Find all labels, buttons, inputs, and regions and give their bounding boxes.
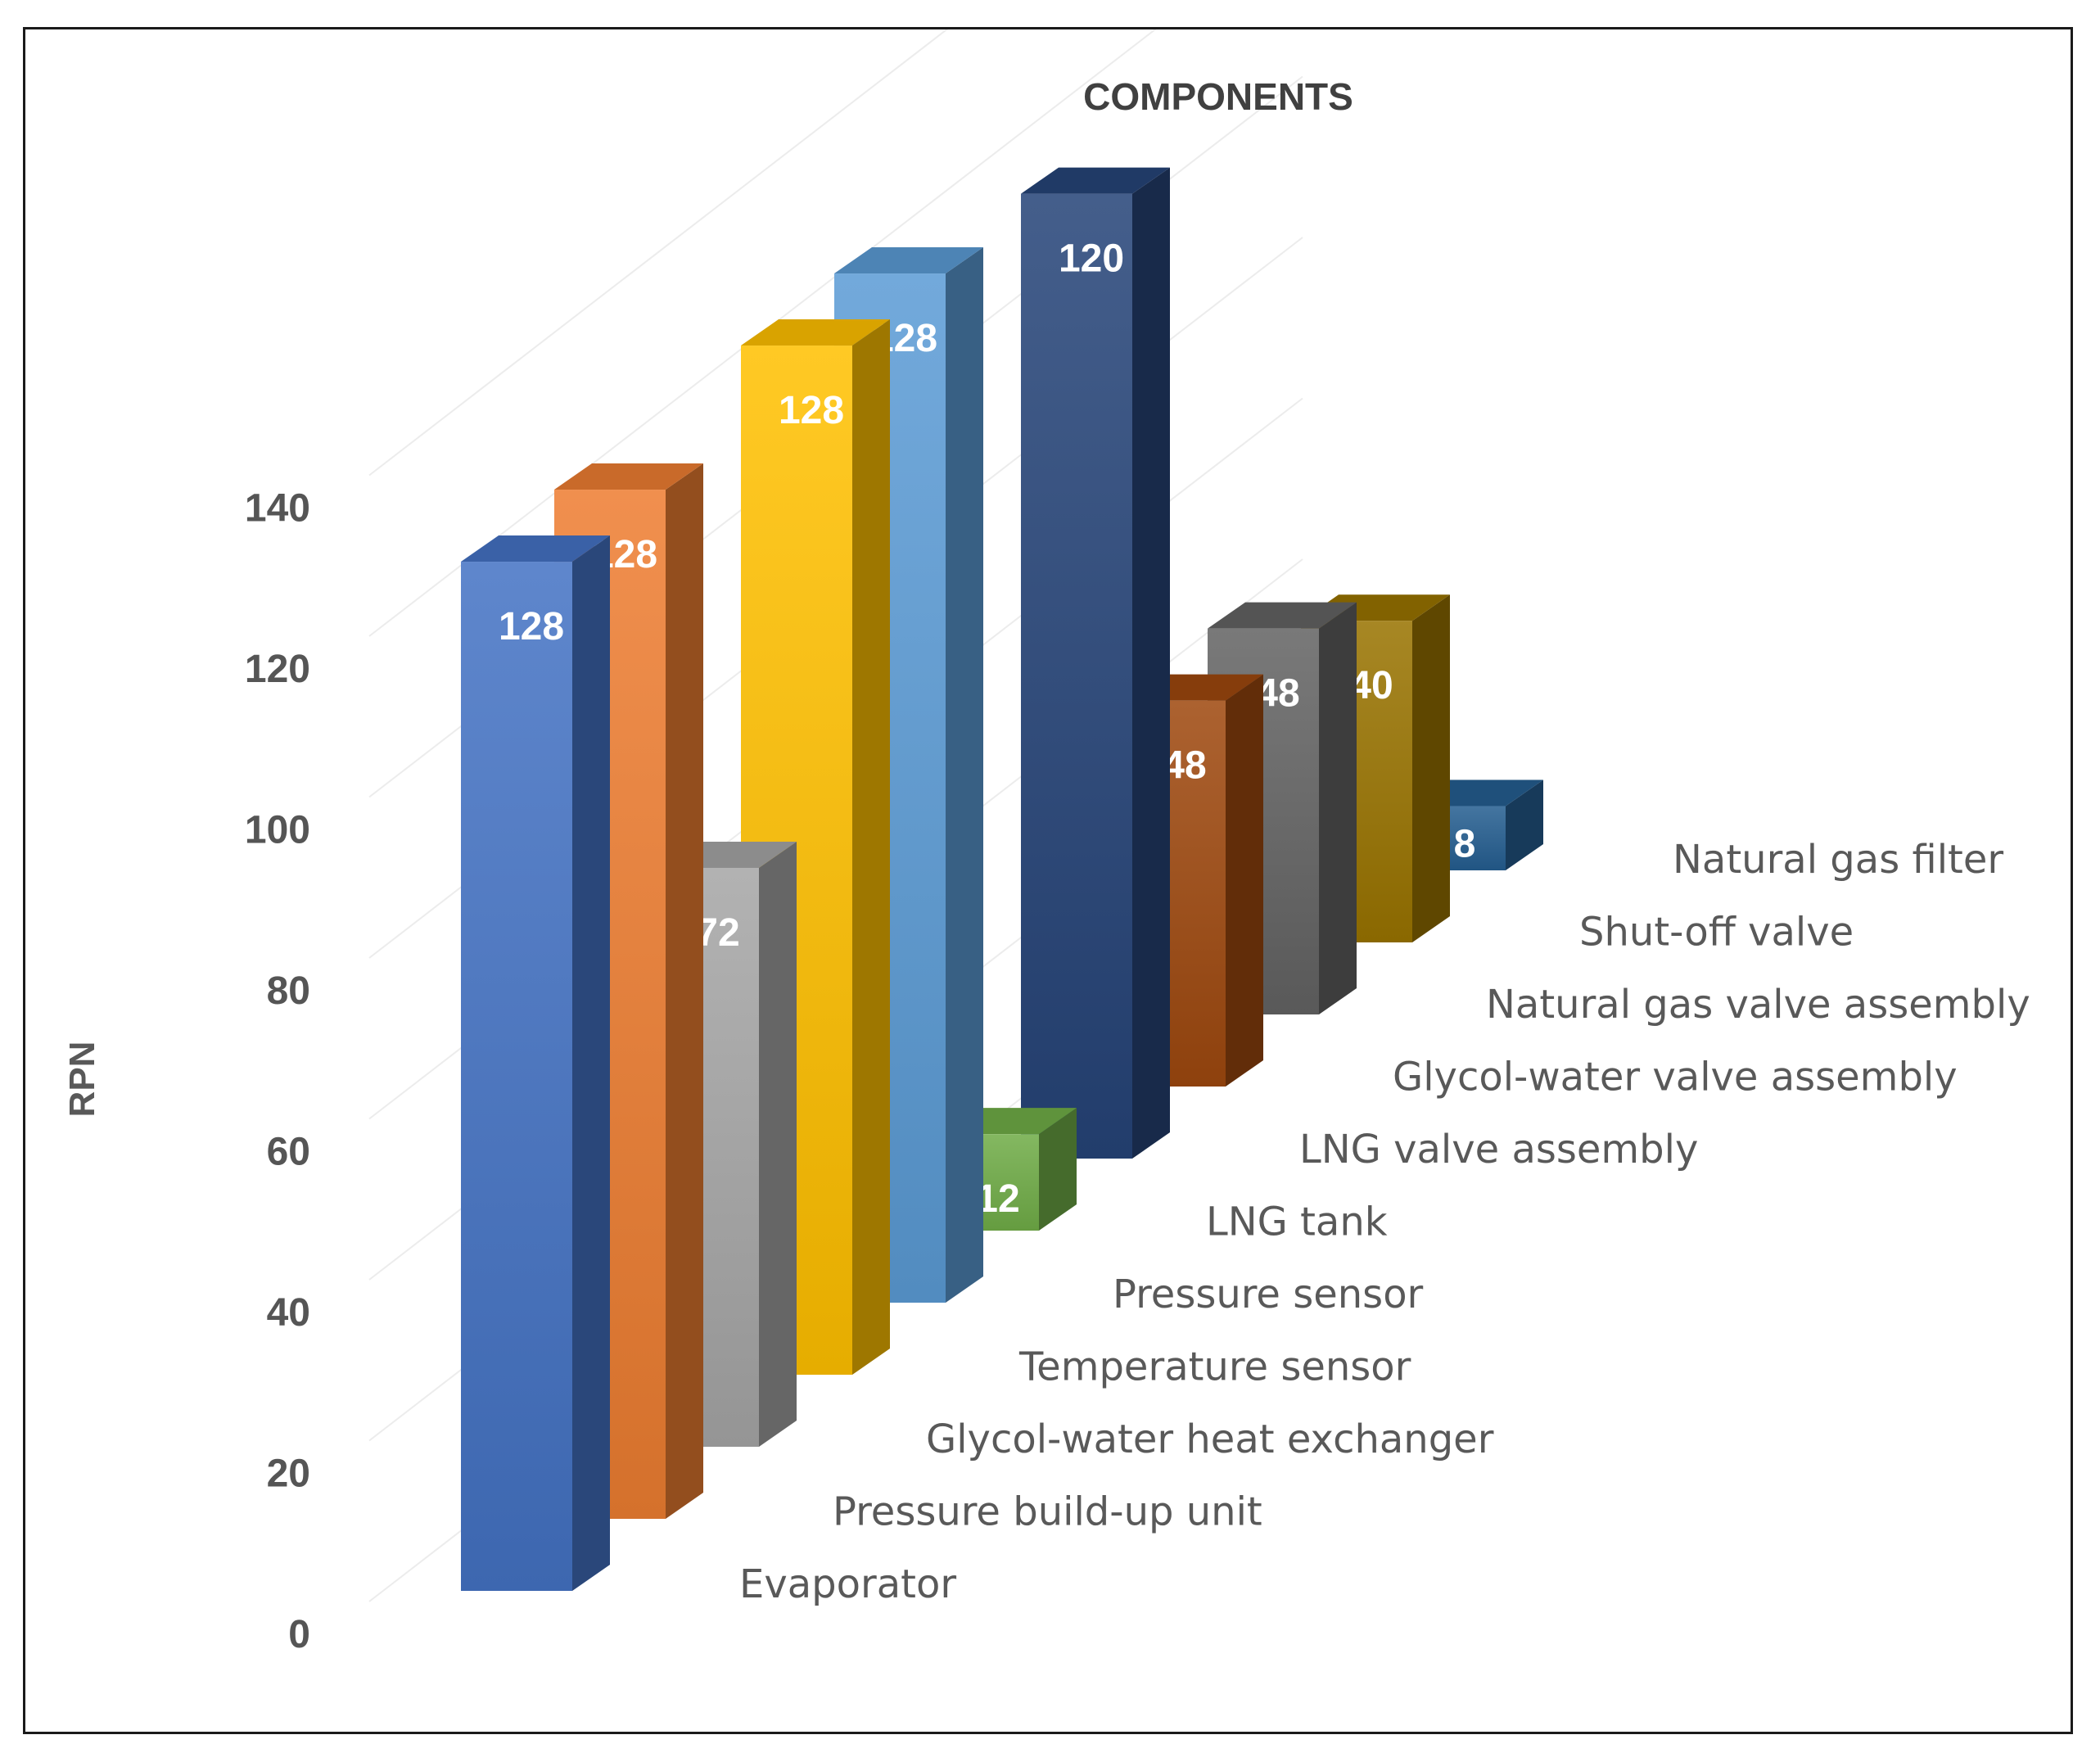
- bar: 128: [461, 535, 610, 1591]
- bar-side: [1226, 674, 1263, 1087]
- bar-side: [946, 247, 983, 1303]
- chart-frame: 0 20 40 60 80 100 120 140 Evaporator Pressure bu…: [23, 27, 2073, 1734]
- data-label: 120: [1059, 237, 1124, 281]
- y-tick-label: 140: [245, 487, 310, 531]
- bar-top: [461, 535, 610, 562]
- y-tick-label: 120: [245, 648, 310, 691]
- data-label: 48: [1163, 744, 1206, 788]
- category-label: Natural gas valve assembly: [1486, 982, 2030, 1028]
- bar-top: [1021, 167, 1170, 194]
- bar-side: [1319, 602, 1357, 1014]
- bar: 120: [1021, 167, 1170, 1159]
- data-label: 128: [499, 605, 564, 648]
- category-label: Glycol-water valve assembly: [1393, 1055, 1958, 1100]
- category-label: LNG valve assembly: [1299, 1127, 1698, 1172]
- bar-top: [834, 247, 983, 274]
- bar-top: [554, 463, 703, 490]
- data-label: 48: [1256, 672, 1299, 716]
- bar-top: [741, 319, 890, 346]
- bar-side: [852, 319, 890, 1375]
- chart-title: COMPONENTS: [1083, 75, 1353, 118]
- chart-svg: 0 20 40 60 80 100 120 140 Evaporator Pressure bu…: [62, 29, 2030, 1657]
- data-label: 128: [779, 389, 844, 432]
- gridline: [368, 29, 949, 477]
- bar-side: [1039, 1108, 1077, 1231]
- category-label: Glycol-water heat exchanger: [926, 1416, 1494, 1462]
- category-label: Pressure sensor: [1113, 1272, 1424, 1317]
- bar-side: [1412, 594, 1450, 942]
- category-label: Pressure build-up unit: [833, 1489, 1262, 1535]
- category-label: Natural gas filter: [1673, 837, 2003, 883]
- y-axis-ticks: 0 20 40 60 80 100 120 140: [245, 487, 310, 1657]
- category-label: Evaporator: [739, 1561, 956, 1607]
- data-label: 8: [1454, 822, 1476, 865]
- category-label: Temperature sensor: [1018, 1344, 1411, 1390]
- y-tick-label: 40: [267, 1291, 310, 1335]
- bar-side: [666, 463, 703, 1519]
- category-label: Shut-off valve: [1579, 910, 1854, 956]
- y-tick-label: 0: [288, 1613, 310, 1656]
- bar-front: [1021, 193, 1132, 1159]
- data-label: 72: [696, 911, 739, 955]
- bar-top: [1208, 602, 1357, 629]
- bar-side: [1132, 167, 1170, 1159]
- bar-side: [572, 535, 610, 1591]
- data-label: 12: [976, 1177, 1019, 1221]
- y-axis-label: RPN: [62, 1041, 102, 1118]
- y-tick-label: 100: [245, 809, 310, 852]
- y-tick-label: 80: [267, 969, 310, 1013]
- category-labels: Evaporator Pressure build-up unit Glycol-w…: [739, 837, 2030, 1607]
- bar-front: [461, 562, 572, 1591]
- y-tick-label: 60: [267, 1131, 310, 1174]
- bar-side: [1506, 779, 1543, 870]
- bar-side: [759, 841, 797, 1447]
- y-tick-label: 20: [267, 1453, 310, 1496]
- category-label: LNG tank: [1206, 1200, 1388, 1245]
- data-label: 40: [1349, 664, 1393, 707]
